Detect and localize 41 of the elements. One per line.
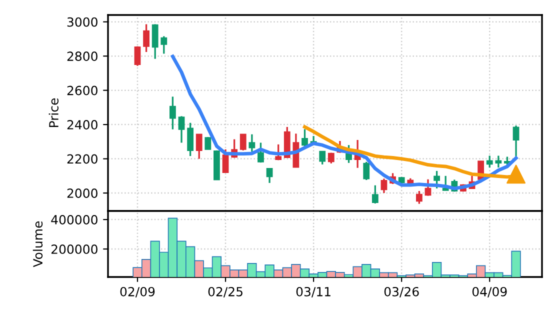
x-tick-label: 03/26 <box>384 286 419 298</box>
y-tick-label: 2600 <box>67 86 98 96</box>
y-tick-label: 2200 <box>67 154 98 164</box>
y-axis-title: Volume <box>32 221 43 268</box>
candlestick <box>134 45 141 67</box>
candlestick <box>160 35 168 55</box>
y-tick-label: 3000 <box>67 17 98 27</box>
candlestick <box>248 133 256 153</box>
x-tick-label: 03/11 <box>296 286 330 298</box>
candlestick <box>222 148 229 174</box>
candlestick <box>196 133 202 160</box>
candlestick <box>380 178 388 194</box>
candlestick <box>178 115 185 144</box>
candlestick <box>266 168 273 184</box>
y-tick-label: 2400 <box>67 120 98 130</box>
x-tick-label: 04/09 <box>472 286 507 298</box>
candlestick <box>424 178 432 197</box>
candlestick <box>204 136 212 150</box>
candlestick <box>416 190 422 205</box>
candlestick <box>372 184 378 204</box>
x-tick-label: 02/09 <box>120 286 155 298</box>
candlestick <box>275 144 282 161</box>
y-tick-label: 200000 <box>51 244 98 254</box>
y-tick-label: 2000 <box>67 188 98 198</box>
y-tick-label: 2800 <box>67 52 98 62</box>
candlestick <box>302 128 308 147</box>
candlestick <box>240 133 246 152</box>
x-tick-label: 02/25 <box>208 286 242 298</box>
candlestick <box>442 175 449 192</box>
candlestick <box>319 150 326 166</box>
candlestick <box>486 154 493 168</box>
y-tick-label: 400000 <box>51 215 98 224</box>
y-axis-title: Price <box>48 98 58 128</box>
candlestick <box>143 23 150 53</box>
candlestick <box>152 23 158 60</box>
candlestick <box>170 96 176 130</box>
candlestick <box>187 122 194 157</box>
candlestick <box>363 161 370 181</box>
candlestick <box>434 170 440 190</box>
candlestick <box>495 154 502 168</box>
candlestick <box>512 124 520 158</box>
